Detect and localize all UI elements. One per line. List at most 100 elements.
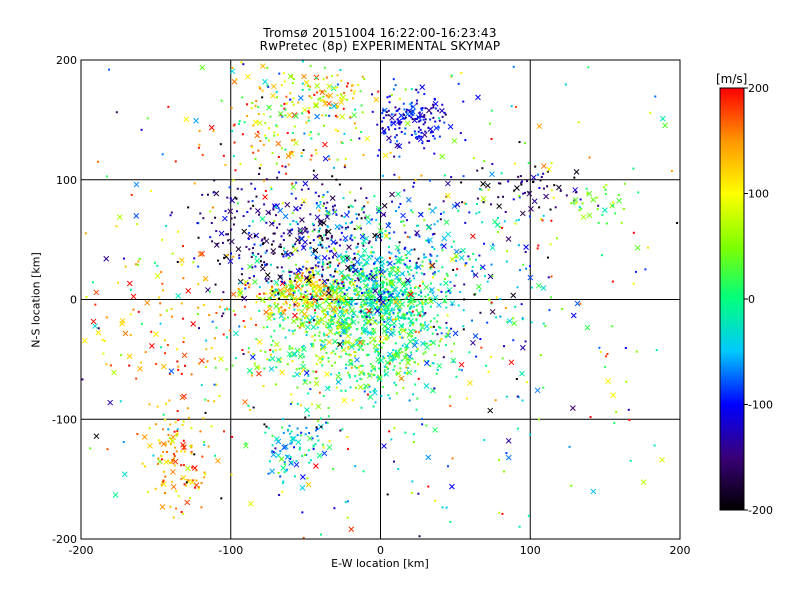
scatter-point-dot [323,100,326,103]
scatter-point-dot [432,106,435,109]
x-tick-label: 200 [670,544,691,557]
scatter-point-x [311,287,318,294]
scatter-point-dot [105,175,108,178]
scatter-point-dot [277,156,280,159]
scatter-point-dot [291,82,294,85]
x-tick-label: -200 [69,544,94,557]
scatter-point-dot [309,131,312,134]
scatter-point-dot [323,334,326,337]
scatter-point-dot [320,273,323,276]
scatter-point-dot [568,445,571,448]
scatter-point-x [266,315,272,322]
scatter-point-dot [521,318,524,321]
scatter-point-dot [433,223,436,226]
scatter-point-x [634,244,641,251]
scatter-point-dot [381,282,384,285]
scatter-point-dot [385,334,388,337]
scatter-point-dot [270,188,273,191]
scatter-point-dot [292,97,295,100]
scatter-point-dot [381,174,384,177]
scatter-point-x [301,107,308,113]
scatter-point-dot [309,64,312,67]
scatter-point-dot [190,450,193,453]
scatter-point-x [168,368,175,375]
scatter-point-dot [281,253,284,256]
scatter-point-dot [335,279,338,282]
scatter-point-dot [373,267,376,270]
scatter-point-dot [334,128,337,131]
scatter-point-dot [434,107,437,110]
scatter-point-dot [281,202,284,205]
scatter-point-dot [224,210,227,213]
scatter-point-dot [259,244,262,247]
scatter-point-x [372,288,379,294]
scatter-point-dot [321,196,324,199]
scatter-point-dot [478,254,481,257]
scatter-point-dot [272,208,275,211]
scatter-point-dot [391,299,394,302]
scatter-point-x [331,103,337,110]
scatter-point-x [275,356,282,363]
scatter-point-dot [166,343,169,346]
scatter-point-dot [380,308,383,311]
scatter-point-x [302,227,309,234]
scatter-point-dot [253,243,256,246]
scatter-point-x [380,299,386,305]
scatter-point-dot [308,431,311,434]
scatter-point-dot [351,278,354,281]
scatter-point-dot [317,298,320,301]
scatter-point-dot [388,275,391,278]
scatter-point-dot [362,275,365,278]
scatter-point-dot [262,326,265,329]
scatter-point-dot [306,308,309,311]
scatter-point-dot [632,282,635,285]
scatter-point-dot [226,253,229,256]
scatter-point-dot [365,276,368,279]
scatter-point-x [372,389,378,396]
scatter-point-dot [220,99,223,102]
scatter-point-dot [327,266,330,269]
scatter-point-dot [402,258,405,261]
scatter-point-dot [338,287,341,290]
scatter-point-dot [597,204,600,207]
scatter-point-dot [274,294,277,297]
scatter-point-dot [213,179,216,182]
scatter-point-dot [292,285,295,288]
scatter-point-dot [459,251,462,254]
scatter-point-dot [388,246,391,249]
scatter-point-dot [436,314,439,317]
scatter-point-x [222,215,228,222]
x-tick-label: 100 [520,544,541,557]
scatter-point-dot [321,236,324,239]
scatter-point-dot [378,377,381,380]
scatter-point-x [375,205,382,212]
scatter-point-dot [414,330,417,333]
colorbar [719,87,745,511]
scatter-point-x [270,451,277,458]
scatter-point-dot [357,250,360,253]
scatter-point-dot [418,284,421,287]
scatter-point-dot [103,340,106,343]
scatter-point-dot [444,113,447,116]
scatter-point-dot [228,329,231,332]
scatter-point-dot [318,236,321,239]
scatter-point-dot [448,329,451,332]
scatter-point-dot [353,351,356,354]
scatter-point-x [381,202,388,209]
scatter-point-dot [241,296,244,299]
scatter-point-dot [424,351,427,354]
scatter-point-dot [347,347,350,350]
scatter-point-dot [300,152,303,155]
scatter-point-x [391,320,397,327]
scatter-point-dot [289,403,292,406]
scatter-point-dot [405,287,408,290]
scatter-point-dot [157,457,160,460]
scatter-point-dot [383,369,386,372]
scatter-point-dot [517,244,520,247]
scatter-point-dot [273,232,276,235]
scatter-point-dot [300,268,303,271]
scatter-point-dot [510,105,513,108]
scatter-point-dot [238,257,241,260]
scatter-point-dot [254,323,257,326]
scatter-point-dot [444,301,447,304]
